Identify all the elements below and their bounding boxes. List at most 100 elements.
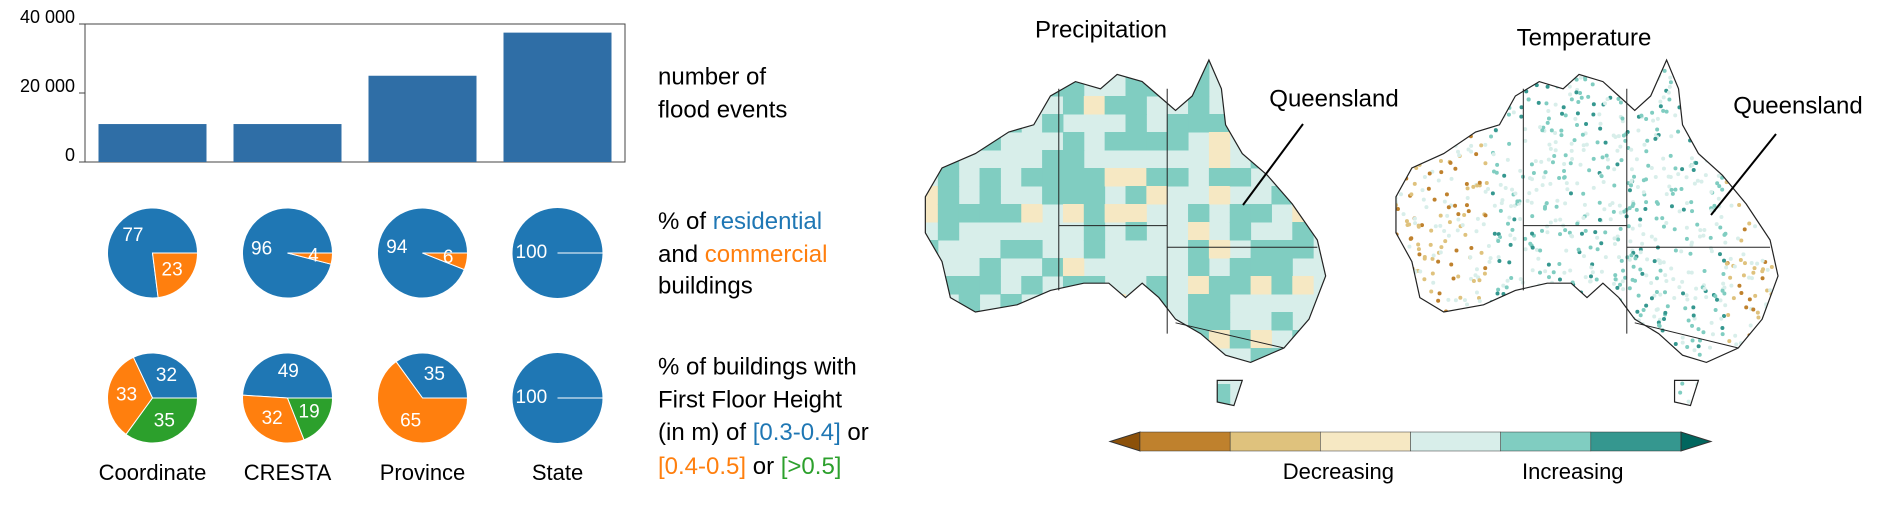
map-dot bbox=[1408, 280, 1413, 285]
map-dot bbox=[1738, 376, 1743, 381]
map-dot bbox=[1456, 217, 1461, 222]
map-dot bbox=[1714, 222, 1719, 227]
map-dot bbox=[1466, 209, 1471, 214]
map-dot bbox=[1551, 270, 1556, 275]
map-cell bbox=[1125, 132, 1147, 151]
map-dot bbox=[1709, 190, 1714, 195]
map-dot bbox=[1480, 99, 1485, 104]
map-dot bbox=[1646, 163, 1651, 168]
map-dot bbox=[1743, 146, 1748, 151]
map-dot bbox=[1698, 65, 1703, 70]
map-dot bbox=[1453, 384, 1458, 389]
map-dot bbox=[1455, 68, 1460, 73]
map-dot bbox=[1395, 329, 1400, 334]
map-dot bbox=[1476, 70, 1481, 75]
map-dot bbox=[1395, 195, 1398, 200]
pie-slice bbox=[422, 252, 469, 271]
map-dot bbox=[1469, 342, 1474, 347]
map-dot bbox=[1623, 275, 1628, 280]
map-cell bbox=[1000, 294, 1022, 313]
map-dot bbox=[1724, 265, 1729, 270]
map-dot bbox=[1607, 347, 1612, 352]
map-dot bbox=[1733, 394, 1738, 399]
map-dot bbox=[1771, 80, 1776, 85]
map-dot bbox=[1621, 343, 1626, 348]
map-dot bbox=[1742, 227, 1747, 232]
map-dot bbox=[1446, 402, 1451, 406]
map-dot bbox=[1618, 210, 1623, 215]
bar bbox=[368, 75, 477, 162]
map-dot bbox=[1767, 370, 1772, 375]
map-dot bbox=[1536, 256, 1541, 261]
map-dot bbox=[1728, 374, 1733, 379]
map-dot bbox=[1652, 345, 1657, 350]
map-dot bbox=[1749, 261, 1754, 266]
map-dot bbox=[1624, 132, 1629, 137]
map-dot bbox=[1480, 75, 1485, 80]
map-dot bbox=[1778, 217, 1782, 221]
map-dot bbox=[1595, 247, 1600, 252]
map-dot bbox=[1551, 400, 1556, 405]
map-dot bbox=[1446, 395, 1451, 400]
map-dot bbox=[1603, 255, 1608, 260]
map-dot bbox=[1630, 62, 1635, 67]
map-dot bbox=[1515, 199, 1520, 204]
map-dot bbox=[1573, 324, 1578, 329]
map-dot bbox=[1512, 217, 1517, 222]
map-dot bbox=[1388, 327, 1392, 331]
map-dot bbox=[1685, 105, 1690, 110]
map-cell bbox=[1292, 186, 1314, 205]
pie-slice bbox=[125, 397, 199, 444]
map-dot bbox=[1645, 383, 1650, 388]
map-cell bbox=[1292, 276, 1314, 295]
map-dot bbox=[1565, 385, 1570, 390]
map-dot bbox=[1580, 63, 1585, 68]
map-dot bbox=[1387, 350, 1391, 354]
map-dot bbox=[1716, 381, 1721, 386]
map-dot bbox=[1591, 185, 1596, 190]
map-dot bbox=[1709, 249, 1714, 254]
map-dot bbox=[1680, 92, 1685, 97]
map-dot bbox=[1690, 209, 1695, 214]
map-dot bbox=[1660, 216, 1665, 221]
map-dot bbox=[1640, 241, 1645, 246]
map-cell bbox=[1167, 168, 1189, 187]
map-dot bbox=[1680, 335, 1685, 340]
map-dot bbox=[1581, 254, 1586, 259]
state-border bbox=[1175, 322, 1285, 349]
map-dot bbox=[1783, 135, 1787, 139]
map-dot bbox=[1631, 264, 1636, 269]
map-dot bbox=[1549, 373, 1554, 378]
map-dot bbox=[1438, 213, 1443, 218]
map-dot bbox=[1695, 222, 1700, 227]
map-dot bbox=[1529, 200, 1534, 205]
map-dot bbox=[1615, 85, 1620, 90]
map-dot bbox=[1401, 313, 1406, 318]
map-dot bbox=[1553, 148, 1558, 153]
map-cell bbox=[1188, 384, 1210, 403]
map-dot bbox=[1500, 338, 1505, 343]
map-dot bbox=[1574, 122, 1579, 127]
map-dot bbox=[1600, 155, 1605, 160]
map-dot bbox=[1685, 94, 1690, 99]
map-dot bbox=[1701, 330, 1706, 335]
map-cell bbox=[1271, 348, 1293, 367]
map-dot bbox=[1557, 277, 1562, 282]
map-cell bbox=[1042, 402, 1064, 406]
map-dot bbox=[1760, 258, 1765, 263]
map-dot bbox=[1463, 232, 1468, 237]
map-dot bbox=[1622, 89, 1627, 94]
map-dot bbox=[1534, 187, 1539, 192]
map-dot bbox=[1613, 135, 1618, 140]
map-dot bbox=[1466, 355, 1471, 360]
map-dot bbox=[1653, 136, 1658, 141]
map-dot bbox=[1424, 80, 1429, 85]
map-dot bbox=[1534, 247, 1539, 252]
map-dot bbox=[1429, 289, 1434, 294]
map-cell bbox=[958, 132, 981, 151]
map-dot bbox=[1600, 60, 1605, 64]
map-dot bbox=[1454, 248, 1459, 253]
map-dot bbox=[1503, 399, 1508, 404]
colorbar-cell bbox=[1229, 431, 1321, 452]
map-dot bbox=[1691, 313, 1696, 318]
